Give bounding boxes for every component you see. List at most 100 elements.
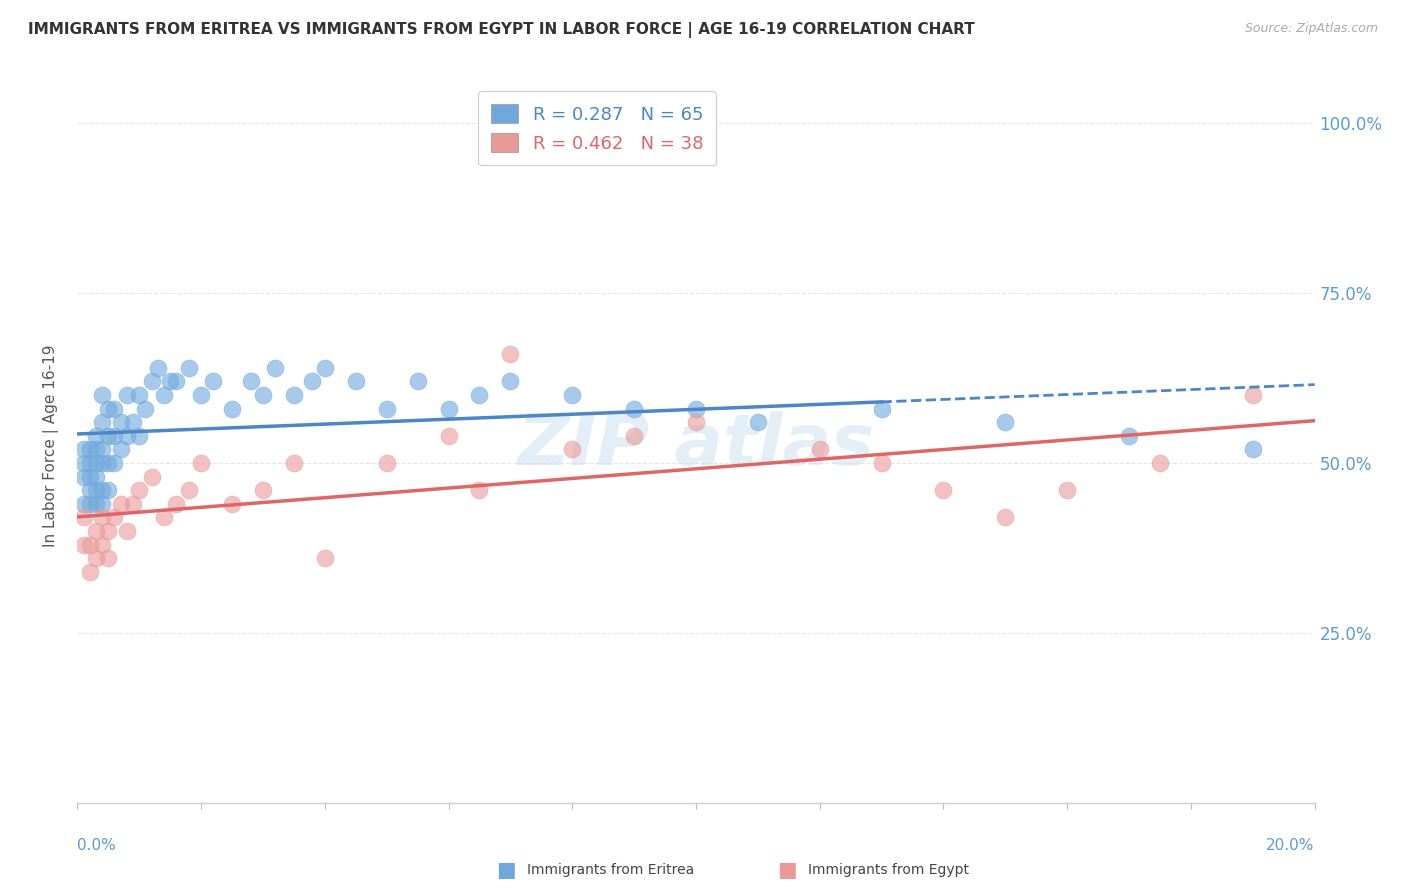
Legend: R = 0.287   N = 65, R = 0.462   N = 38: R = 0.287 N = 65, R = 0.462 N = 38: [478, 91, 716, 165]
Point: [561, 442, 583, 457]
Text: 0.0%: 0.0%: [77, 838, 117, 854]
Point: [103, 429, 125, 443]
Point: [91, 510, 114, 524]
Point: [91, 456, 114, 470]
Point: [177, 360, 200, 375]
Point: [221, 401, 243, 416]
Point: [283, 388, 305, 402]
Point: [264, 360, 287, 375]
Point: [406, 375, 429, 389]
Point: [314, 551, 336, 566]
Text: ■: ■: [496, 860, 516, 880]
Point: [314, 360, 336, 375]
Point: [1118, 429, 1140, 443]
Point: [122, 415, 145, 429]
Point: [190, 456, 212, 470]
Point: [870, 401, 893, 416]
Point: [72, 469, 94, 483]
Point: [994, 415, 1017, 429]
Point: [747, 415, 769, 429]
Point: [84, 469, 107, 483]
Point: [685, 415, 707, 429]
Point: [437, 401, 460, 416]
Point: [870, 456, 893, 470]
Point: [84, 524, 107, 538]
Text: ZIP atlas: ZIP atlas: [517, 411, 875, 481]
Point: [84, 429, 107, 443]
Point: [561, 388, 583, 402]
Point: [283, 456, 305, 470]
Point: [1241, 442, 1264, 457]
Point: [165, 375, 187, 389]
Point: [1149, 456, 1171, 470]
Point: [153, 510, 176, 524]
Point: [623, 401, 645, 416]
Point: [84, 497, 107, 511]
Point: [72, 537, 94, 551]
Point: [134, 401, 156, 416]
Point: [122, 497, 145, 511]
Point: [1056, 483, 1078, 498]
Point: [110, 415, 132, 429]
Point: [79, 469, 101, 483]
Point: [159, 375, 181, 389]
Point: [623, 429, 645, 443]
Point: [97, 483, 120, 498]
Point: [79, 537, 101, 551]
Point: [91, 442, 114, 457]
Point: [97, 456, 120, 470]
Point: [91, 388, 114, 402]
Point: [91, 497, 114, 511]
Point: [110, 497, 132, 511]
Point: [252, 388, 274, 402]
Point: [146, 360, 169, 375]
Point: [301, 375, 323, 389]
Point: [468, 388, 491, 402]
Point: [221, 497, 243, 511]
Point: [1241, 388, 1264, 402]
Point: [202, 375, 225, 389]
Point: [79, 483, 101, 498]
Point: [84, 551, 107, 566]
Text: IMMIGRANTS FROM ERITREA VS IMMIGRANTS FROM EGYPT IN LABOR FORCE | AGE 16-19 CORR: IMMIGRANTS FROM ERITREA VS IMMIGRANTS FR…: [28, 22, 974, 38]
Point: [79, 456, 101, 470]
Text: 20.0%: 20.0%: [1267, 838, 1315, 854]
Point: [128, 429, 150, 443]
Point: [110, 442, 132, 457]
Point: [115, 524, 138, 538]
Point: [97, 429, 120, 443]
Point: [103, 456, 125, 470]
Point: [79, 565, 101, 579]
Point: [91, 415, 114, 429]
Point: [84, 456, 107, 470]
Point: [252, 483, 274, 498]
Point: [128, 483, 150, 498]
Point: [91, 537, 114, 551]
Point: [97, 401, 120, 416]
Point: [115, 388, 138, 402]
Point: [499, 347, 522, 361]
Point: [153, 388, 176, 402]
Point: [97, 551, 120, 566]
Point: [499, 375, 522, 389]
Text: ■: ■: [778, 860, 797, 880]
Point: [115, 429, 138, 443]
Point: [103, 510, 125, 524]
Point: [72, 510, 94, 524]
Point: [72, 456, 94, 470]
Point: [141, 375, 163, 389]
Point: [79, 442, 101, 457]
Point: [177, 483, 200, 498]
Point: [808, 442, 831, 457]
Text: Immigrants from Eritrea: Immigrants from Eritrea: [527, 863, 695, 877]
Point: [239, 375, 262, 389]
Point: [128, 388, 150, 402]
Point: [932, 483, 955, 498]
Point: [437, 429, 460, 443]
Point: [685, 401, 707, 416]
Point: [165, 497, 187, 511]
Point: [344, 375, 367, 389]
Point: [190, 388, 212, 402]
Point: [375, 456, 398, 470]
Point: [91, 483, 114, 498]
